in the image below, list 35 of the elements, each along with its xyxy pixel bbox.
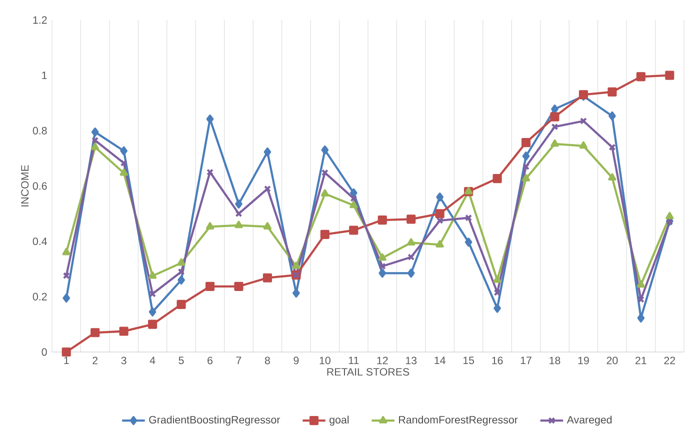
x-tick-label: 22 xyxy=(664,356,676,364)
y-tick-label: 0.6 xyxy=(32,182,47,190)
x-tick-label: 10 xyxy=(320,356,330,364)
legend-label: RandomForestRegressor xyxy=(399,416,518,426)
legend-label: GradientBoostingRegressor xyxy=(149,416,280,426)
x-tick-label: 11 xyxy=(348,356,359,364)
x-tick-label: 6 xyxy=(208,356,212,364)
x-tick-label: 21 xyxy=(636,356,646,364)
x-tick-label: 7 xyxy=(236,356,242,364)
x-tick-label: 13 xyxy=(406,356,417,364)
x-tick-label: 1 xyxy=(64,356,69,364)
x-tick-label: 15 xyxy=(463,356,474,364)
y-tick-label: 0.8 xyxy=(32,127,47,135)
x-tick-label: 5 xyxy=(178,356,184,364)
x-tick-label: 12 xyxy=(377,356,388,364)
y-tick-label: 0.4 xyxy=(32,238,47,246)
x-tick-label: 14 xyxy=(434,356,446,364)
x-tick-label: 16 xyxy=(492,356,503,364)
x-tick-label: 9 xyxy=(294,356,299,364)
y-axis-title: INCOME xyxy=(21,165,29,206)
legend-label: goal xyxy=(330,416,349,426)
x-tick-label: 2 xyxy=(92,356,98,364)
x-tick-label: 4 xyxy=(150,356,156,364)
x-tick-label: 8 xyxy=(264,356,270,364)
x-axis-title: RETAIL STORES xyxy=(327,368,410,376)
y-tick-label: 1 xyxy=(42,72,47,80)
legend-label: Avareged xyxy=(566,416,612,426)
y-tick-label: 0 xyxy=(42,348,47,356)
y-tick-label: 1.2 xyxy=(33,16,47,24)
x-tick-label: 17 xyxy=(520,356,532,364)
x-tick-label: 3 xyxy=(121,356,126,364)
x-tick-label: 19 xyxy=(578,356,589,364)
x-tick-label: 20 xyxy=(606,356,618,364)
x-tick-label: 18 xyxy=(550,356,560,364)
y-tick-label: 0.2 xyxy=(32,293,47,301)
